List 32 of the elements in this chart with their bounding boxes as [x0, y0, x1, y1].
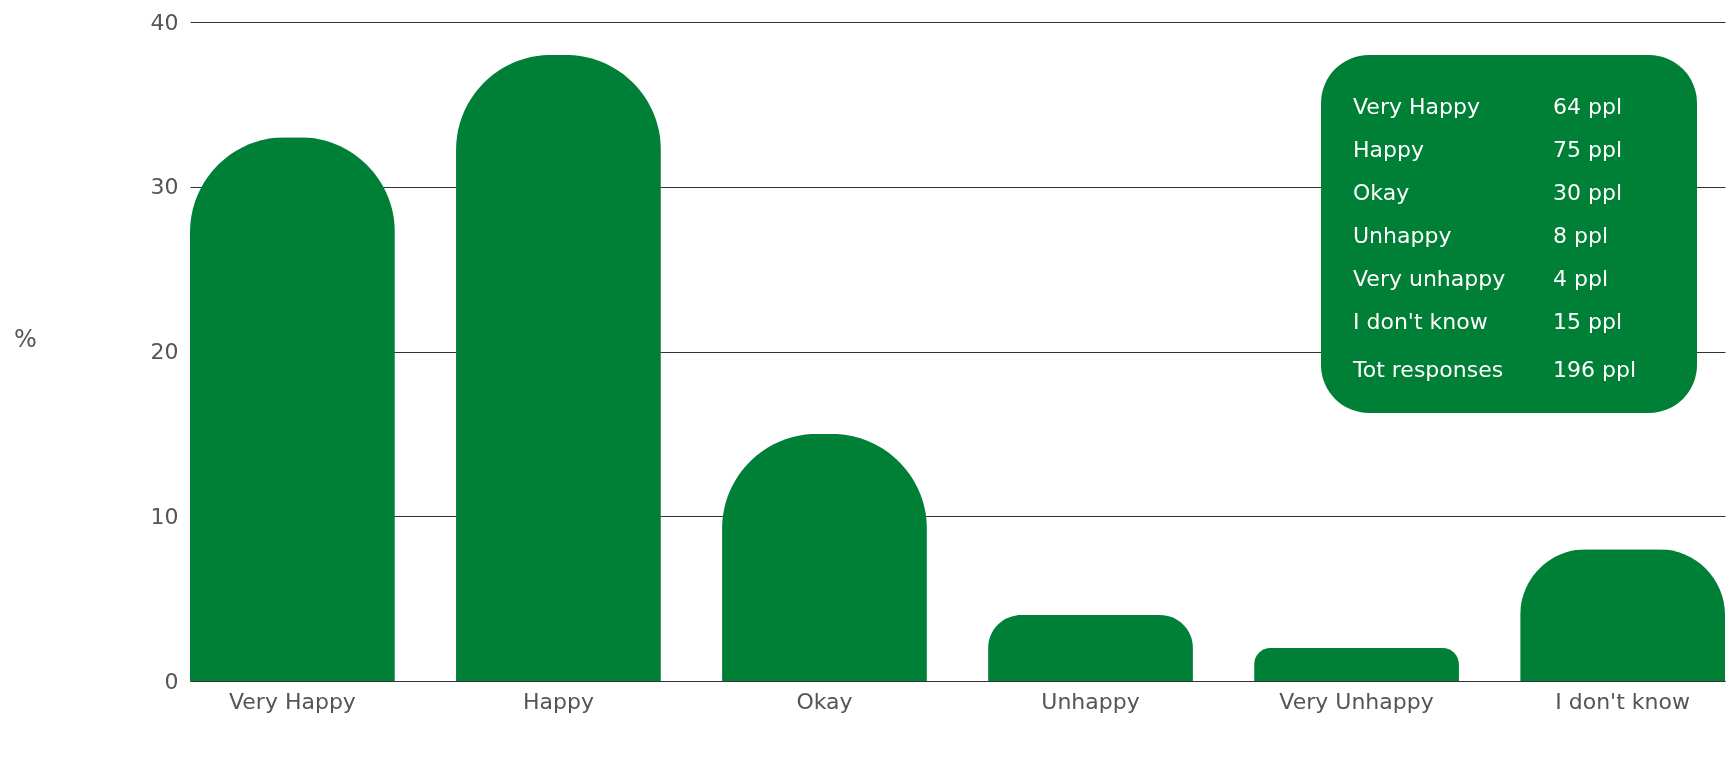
annotation: Very unhappy [1353, 266, 1507, 291]
annotation: Tot responses [1353, 357, 1505, 382]
annotation: 75 ppl [1553, 137, 1624, 162]
x-tick-label: I don't know [1555, 688, 1690, 714]
x-tick-label: Okay [796, 688, 853, 714]
x-tick-label: Unhappy [1041, 688, 1140, 714]
annotation: Okay [1353, 180, 1411, 205]
annotation: 30 ppl [1553, 180, 1624, 205]
y-tick-label: 20 [150, 339, 179, 364]
y-tick-label: 40 [150, 9, 179, 35]
bar [456, 54, 661, 681]
annotation: 15 ppl [1553, 309, 1624, 334]
bar [988, 615, 1193, 681]
bar [722, 433, 927, 681]
x-tick-label: Happy [522, 688, 594, 714]
bar [1520, 549, 1725, 681]
bar [190, 137, 395, 681]
y-tick-label: 30 [150, 174, 179, 200]
annotation: 4 ppl [1553, 266, 1610, 291]
annotation: I don't know [1353, 309, 1489, 334]
annotation: Very Happy [1353, 94, 1481, 119]
annotation: 196 ppl [1553, 357, 1638, 382]
annotation: 64 ppl [1553, 94, 1624, 119]
bar [1254, 648, 1459, 681]
y-tick-label: 10 [150, 503, 179, 529]
annotation: Unhappy [1353, 223, 1453, 248]
y-axis-title: % [14, 325, 37, 353]
annotation: 8 ppl [1553, 223, 1610, 248]
x-tick-label: Very Unhappy [1279, 688, 1434, 714]
annotation: Happy [1353, 137, 1425, 162]
y-tick-label: 0 [164, 668, 179, 694]
x-tick-label: Very Happy [228, 688, 356, 714]
